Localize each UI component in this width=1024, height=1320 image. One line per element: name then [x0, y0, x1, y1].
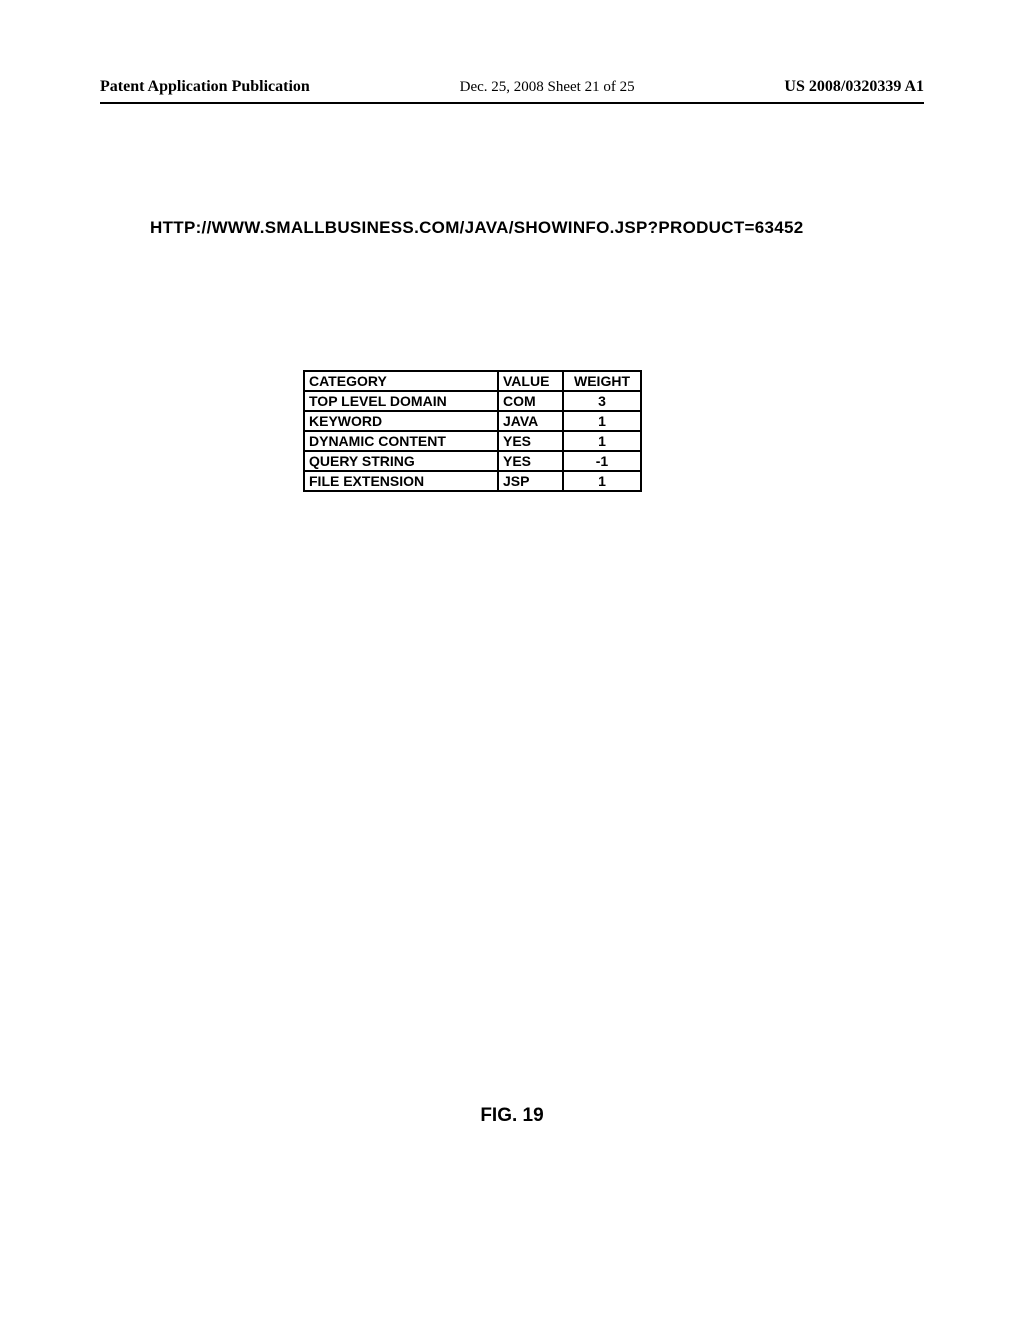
table-row: QUERY STRING YES -1: [304, 451, 641, 471]
table-row: KEYWORD JAVA 1: [304, 411, 641, 431]
cell-category: KEYWORD: [304, 411, 498, 431]
cell-weight: 1: [563, 411, 641, 431]
header-divider: [100, 102, 924, 104]
column-header-value: VALUE: [498, 371, 563, 391]
column-header-weight: WEIGHT: [563, 371, 641, 391]
table-row: FILE EXTENSION JSP 1: [304, 471, 641, 491]
table-row: TOP LEVEL DOMAIN COM 3: [304, 391, 641, 411]
figure-label: FIG. 19: [0, 1105, 1024, 1127]
cell-weight: -1: [563, 451, 641, 471]
column-header-category: CATEGORY: [304, 371, 498, 391]
cell-category: FILE EXTENSION: [304, 471, 498, 491]
cell-value: YES: [498, 431, 563, 451]
cell-weight: 1: [563, 431, 641, 451]
cell-weight: 3: [563, 391, 641, 411]
document-header: Patent Application Publication Dec. 25, …: [100, 78, 924, 96]
table-header-row: CATEGORY VALUE WEIGHT: [304, 371, 641, 391]
cell-value: YES: [498, 451, 563, 471]
publication-date-sheet: Dec. 25, 2008 Sheet 21 of 25: [460, 79, 635, 96]
cell-value: COM: [498, 391, 563, 411]
cell-value: JSP: [498, 471, 563, 491]
cell-weight: 1: [563, 471, 641, 491]
cell-category: TOP LEVEL DOMAIN: [304, 391, 498, 411]
cell-category: QUERY STRING: [304, 451, 498, 471]
url-display: HTTP://WWW.SMALLBUSINESS.COM/JAVA/SHOWIN…: [150, 218, 804, 238]
publication-number: US 2008/0320339 A1: [784, 78, 924, 96]
cell-value: JAVA: [498, 411, 563, 431]
publication-label: Patent Application Publication: [100, 78, 310, 96]
cell-category: DYNAMIC CONTENT: [304, 431, 498, 451]
attributes-table: CATEGORY VALUE WEIGHT TOP LEVEL DOMAIN C…: [303, 370, 642, 492]
table-row: DYNAMIC CONTENT YES 1: [304, 431, 641, 451]
